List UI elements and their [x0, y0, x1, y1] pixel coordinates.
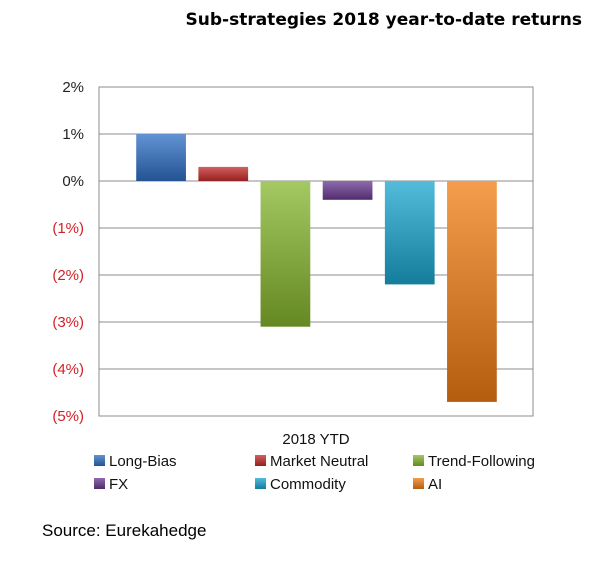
legend-label: FX: [109, 476, 128, 493]
bar-commodity: [384, 181, 435, 285]
legend-label: AI: [428, 476, 442, 493]
legend-label: Trend-Following: [428, 453, 535, 470]
bars: [136, 134, 497, 402]
y-tick-label: 2%: [62, 79, 84, 96]
legend-swatch: [413, 455, 424, 466]
legend-swatch: [255, 455, 266, 466]
legend: Long-Bias Market Neutral Trend-Following FX…: [94, 453, 535, 493]
legend-label: Market Neutral: [270, 453, 368, 470]
bar-ai: [447, 181, 497, 402]
y-tick-label: (5%): [52, 408, 84, 425]
chart-title: Sub-strategies 2018 year-to-date returns: [186, 10, 582, 30]
y-tick-label: 1%: [62, 126, 84, 143]
legend-swatch: [255, 478, 266, 489]
y-tick-label: 0%: [62, 173, 84, 190]
y-tick-label: (4%): [52, 361, 84, 378]
x-axis: 2018 YTD: [282, 431, 349, 448]
bar-long-bias: [136, 134, 186, 181]
x-category-label: 2018 YTD: [282, 431, 349, 448]
legend-swatch: [94, 455, 105, 466]
bar-fx: [322, 181, 373, 200]
bar-trend-following: [260, 181, 311, 327]
y-tick-label: (2%): [52, 267, 84, 284]
legend-swatch: [413, 478, 424, 489]
y-tick-label: (1%): [52, 220, 84, 237]
source-note: Source: Eurekahedge: [42, 521, 206, 540]
legend-label: Commodity: [270, 476, 346, 493]
legend-label: Long-Bias: [109, 453, 177, 470]
bar-market-neutral: [198, 166, 249, 181]
y-tick-label: (3%): [52, 314, 84, 331]
y-axis: 2% 1% 0% (1%) (2%) (3%) (4%) (5%): [52, 79, 84, 425]
legend-swatch: [94, 478, 105, 489]
